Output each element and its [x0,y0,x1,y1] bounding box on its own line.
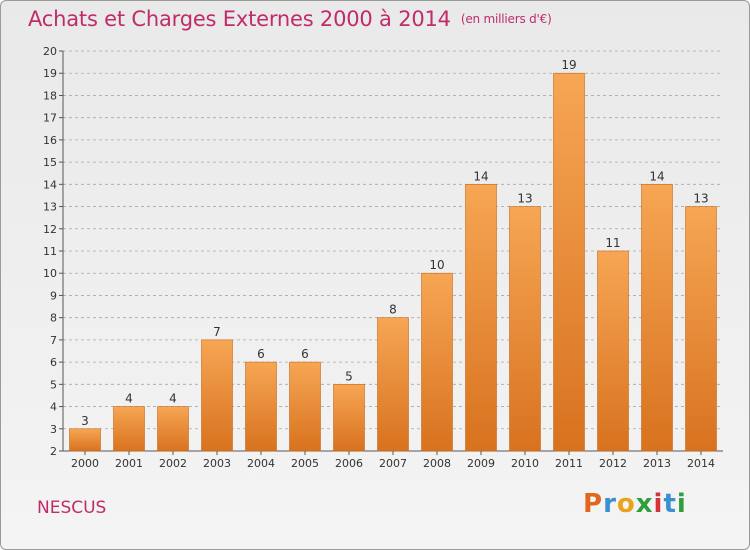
bar [245,361,277,452]
data-label: 14 [649,169,664,183]
y-tick-label: 15 [43,156,57,169]
chart-title: Achats et Charges Externes 2000 à 2014 (e… [28,7,552,31]
y-tick-label: 5 [50,378,57,391]
data-label: 5 [345,369,353,383]
data-label: 10 [429,258,444,272]
y-tick-label: 2 [50,445,57,458]
y-tick-label: 7 [50,334,57,347]
x-tick-label: 2002 [159,457,187,470]
data-label: 7 [213,325,221,339]
x-tick-label: 2001 [115,457,143,470]
x-tick-label: 2004 [247,457,275,470]
bar [69,428,101,452]
data-label: 11 [605,236,620,250]
logo-letter: P [583,489,604,519]
proxiti-logo: Proxiti [583,489,687,519]
bar [465,184,497,452]
bar [113,406,145,452]
data-label: 13 [693,192,708,206]
data-label: 8 [389,303,397,317]
x-tick-label: 2014 [687,457,715,470]
bar [333,384,365,452]
x-tick-label: 2003 [203,457,231,470]
data-label: 6 [301,347,309,361]
data-label: 14 [473,169,488,183]
x-tick-label: 2005 [291,457,319,470]
data-label: 4 [169,392,177,406]
labels: 2 3 4 5 6 7 8 9 10 11 12 13 14 15 16 17 18 19 20 3 2000 4 2001… [43,45,715,470]
y-tick-label: 13 [43,201,57,214]
y-tick-label: 20 [43,45,57,58]
y-tick-label: 16 [43,134,57,147]
x-tick-label: 2006 [335,457,363,470]
bar [685,206,717,452]
bar [597,250,629,452]
bar [157,406,189,452]
bar [553,72,585,452]
y-tick-label: 10 [43,267,57,280]
bar [421,272,453,452]
bar [509,206,541,452]
data-label: 19 [561,58,576,72]
x-tick-label: 2007 [379,457,407,470]
data-label: 3 [81,414,89,428]
x-tick-label: 2011 [555,457,583,470]
logo-letter: o [616,489,636,519]
bar [377,317,409,452]
y-tick-label: 8 [50,312,57,325]
x-tick-label: 2013 [643,457,671,470]
chart-unit-label: (en milliers d'€) [460,12,552,26]
bar [641,184,673,452]
x-tick-label: 2000 [71,457,99,470]
logo-letter: i [676,489,687,519]
data-label: 6 [257,347,265,361]
commune-name: NESCUS [37,498,107,518]
y-tick-label: 12 [43,223,57,236]
y-tick-label: 17 [43,112,57,125]
x-tick-label: 2010 [511,457,539,470]
data-label: 4 [125,392,133,406]
y-tick-label: 11 [43,245,57,258]
x-tick-label: 2012 [599,457,627,470]
y-tick-label: 18 [43,89,57,102]
logo-letter: t [663,489,677,519]
bar [289,361,321,452]
y-tick-label: 6 [50,356,57,369]
logo-letter: i [653,489,664,519]
logo-letter: x [635,489,654,519]
y-tick-label: 14 [43,178,57,191]
y-tick-label: 3 [50,423,57,436]
y-tick-label: 4 [50,401,57,414]
bar [201,339,233,452]
data-label: 13 [517,192,532,206]
chart-title-text: Achats et Charges Externes 2000 à 2014 [28,7,451,31]
x-tick-label: 2008 [423,457,451,470]
logo-letter: r [603,489,617,519]
y-tick-label: 19 [43,67,57,80]
y-tick-label: 9 [50,289,57,302]
bars [69,72,717,452]
x-tick-label: 2009 [467,457,495,470]
